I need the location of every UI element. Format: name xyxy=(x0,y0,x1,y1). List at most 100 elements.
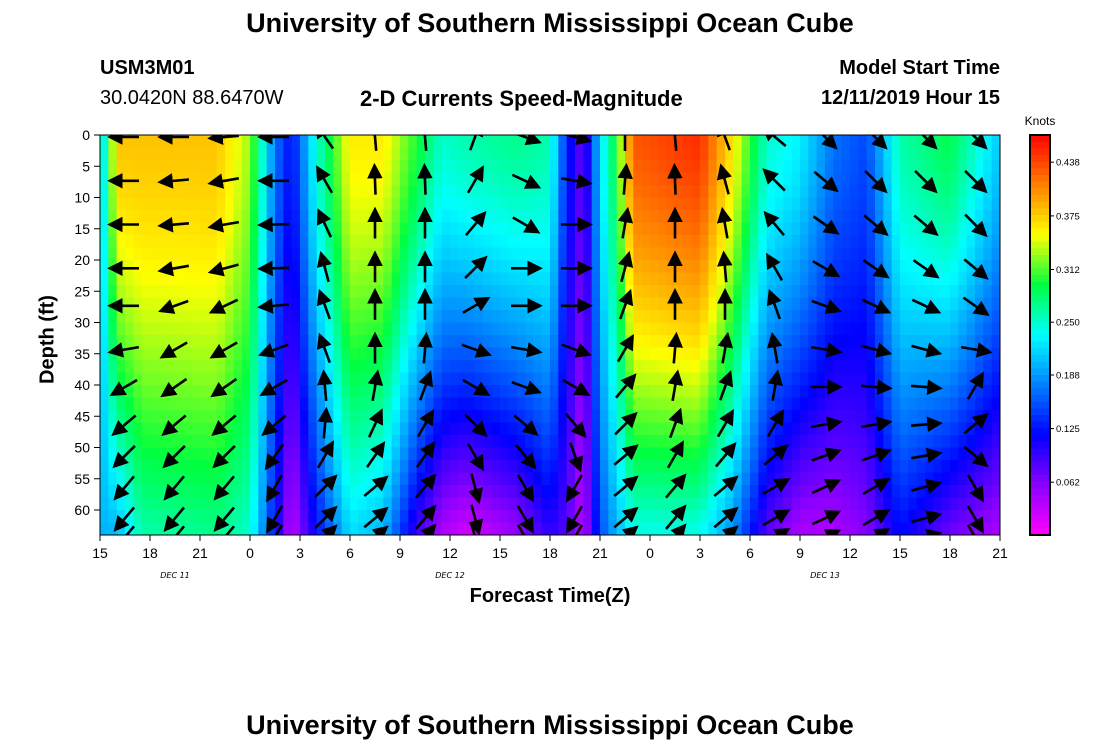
heatmap-cell xyxy=(658,322,668,336)
x-day-label: DEC 13 xyxy=(810,571,840,580)
heatmap-cell xyxy=(433,197,443,211)
heatmap-cell xyxy=(658,510,668,524)
heatmap-cell xyxy=(341,272,351,286)
heatmap-cell xyxy=(533,335,543,349)
heatmap-cell xyxy=(608,235,618,249)
current-vector-arrow xyxy=(468,504,484,535)
heatmap-cell xyxy=(158,310,168,324)
heatmap-cell xyxy=(816,372,826,386)
heatmap-cell xyxy=(741,385,751,399)
heatmap-cell xyxy=(466,372,476,386)
heatmap-cell xyxy=(566,360,576,374)
heatmap-cell xyxy=(375,322,384,336)
heatmap-cell xyxy=(383,310,393,324)
heatmap-cell xyxy=(308,160,318,174)
heatmap-cell xyxy=(275,135,284,149)
heatmap-cell xyxy=(483,322,493,336)
current-vector-arrow xyxy=(613,444,639,466)
heatmap-cell xyxy=(633,285,643,299)
heatmap-cell xyxy=(858,147,868,161)
current-vector-arrow xyxy=(314,505,338,530)
heatmap-cell xyxy=(233,185,243,199)
heatmap-cell xyxy=(550,322,559,336)
heatmap-cell xyxy=(283,360,293,374)
heatmap-cell xyxy=(533,160,543,174)
heatmap-cell xyxy=(966,347,976,361)
heatmap-cell xyxy=(866,460,876,474)
heatmap-cell xyxy=(716,235,726,249)
heatmap-cell xyxy=(533,197,543,211)
heatmap-cell xyxy=(225,210,234,224)
heatmap-cell xyxy=(100,260,109,274)
heatmap-cell xyxy=(133,472,143,486)
heatmap-cell xyxy=(191,247,201,261)
heatmap-cell xyxy=(408,160,418,174)
heatmap-cell xyxy=(500,222,509,236)
heatmap-cell xyxy=(458,422,468,436)
heatmap-cell xyxy=(666,372,676,386)
current-vector-arrow xyxy=(912,259,940,279)
heatmap-cell xyxy=(658,172,668,186)
current-vector-arrow xyxy=(274,524,284,535)
heatmap-cell xyxy=(558,522,568,535)
heatmap-cell xyxy=(666,260,676,274)
heatmap-cell xyxy=(891,497,901,511)
heatmap-cell xyxy=(258,372,268,386)
heatmap-cell xyxy=(750,447,759,461)
heatmap-cell xyxy=(450,410,459,424)
y-tick-label: 50 xyxy=(74,440,90,456)
heatmap-cell xyxy=(891,447,901,461)
heatmap-cell xyxy=(791,410,801,424)
heatmap-cell xyxy=(591,185,601,199)
heatmap-cell xyxy=(316,422,326,436)
heatmap-cell xyxy=(991,310,1000,324)
heatmap-cell xyxy=(708,422,718,436)
heatmap-cell xyxy=(258,460,268,474)
heatmap-cell xyxy=(466,410,476,424)
heatmap-cell xyxy=(708,147,718,161)
colorbar-segment xyxy=(1030,415,1050,423)
heatmap-cell xyxy=(700,347,709,361)
heatmap-cell xyxy=(341,335,351,349)
heatmap-cell xyxy=(358,410,368,424)
heatmap-cell xyxy=(133,485,143,499)
heatmap-cell xyxy=(716,222,726,236)
heatmap-cell xyxy=(950,285,959,299)
heatmap-cell xyxy=(175,385,184,399)
heatmap-cell xyxy=(366,422,376,436)
heatmap-cell xyxy=(450,322,459,336)
heatmap-cell xyxy=(183,210,193,224)
heatmap-cell xyxy=(200,135,209,149)
heatmap-cell xyxy=(533,522,543,535)
colorbar-segment xyxy=(1030,275,1050,283)
heatmap-cell xyxy=(166,260,176,274)
heatmap-cell xyxy=(675,272,684,286)
heatmap-cell xyxy=(816,310,826,324)
heatmap-cell xyxy=(441,347,451,361)
heatmap-cell xyxy=(966,272,976,286)
heatmap-cell xyxy=(308,347,318,361)
heatmap-cell xyxy=(441,372,451,386)
heatmap-cell xyxy=(150,160,159,174)
heatmap-cell xyxy=(341,460,351,474)
heatmap-cell xyxy=(675,397,684,411)
heatmap-cell xyxy=(575,322,584,336)
heatmap-cell xyxy=(725,297,734,311)
heatmap-cell xyxy=(616,335,626,349)
heatmap-cell xyxy=(250,147,259,161)
current-vector-arrow xyxy=(415,473,437,499)
heatmap-cell xyxy=(741,435,751,449)
heatmap-cell xyxy=(966,435,976,449)
heatmap-cell xyxy=(366,435,376,449)
heatmap-cell xyxy=(391,360,401,374)
heatmap-cell xyxy=(458,397,468,411)
heatmap-cell xyxy=(633,297,643,311)
heatmap-cell xyxy=(883,197,893,211)
heatmap-cell xyxy=(416,235,426,249)
heatmap-cell xyxy=(666,410,676,424)
heatmap-cell xyxy=(958,272,968,286)
heatmap-cell xyxy=(141,285,151,299)
current-vector-arrow xyxy=(964,169,988,194)
heatmap-cell xyxy=(233,522,243,535)
heatmap-cell xyxy=(691,297,701,311)
